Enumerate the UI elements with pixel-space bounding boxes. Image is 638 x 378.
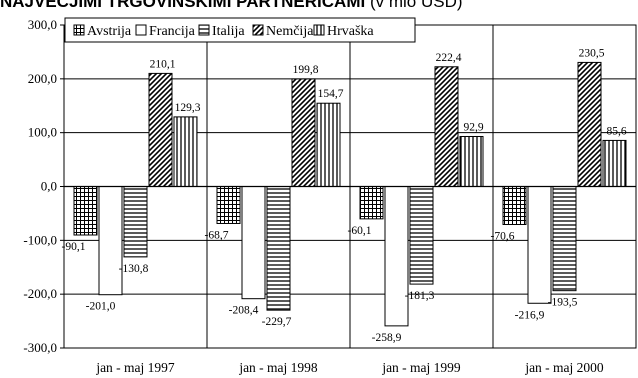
chart-title: NAJVEČJIMI TRGOVINSKIMI PARTNERICAMI (v …	[0, 0, 638, 13]
data-label: 129,3	[175, 102, 201, 114]
bar-francija	[527, 186, 552, 304]
bar-italija	[552, 186, 577, 292]
bar-avstrija	[216, 186, 241, 224]
data-label: 230,5	[579, 47, 605, 59]
data-label: -258,9	[372, 332, 402, 344]
bar-francija	[98, 186, 123, 296]
chart-title-unit: (v mio USD)	[369, 0, 463, 11]
x-tick-label: jan - maj 1998	[238, 360, 318, 375]
data-label: 85,6	[606, 125, 626, 137]
bar-nemčija	[291, 78, 316, 187]
bar-avstrija	[359, 186, 384, 220]
data-label: 199,8	[293, 64, 319, 76]
x-tick-label: jan - maj 1997	[95, 360, 175, 375]
data-label: -201,0	[86, 301, 116, 313]
data-label: -68,7	[205, 229, 229, 241]
bar-hrvaška	[459, 135, 484, 187]
bar-francija	[241, 186, 266, 300]
bar-nemčija	[577, 61, 602, 187]
legend-label: Hrvaška	[327, 24, 374, 39]
x-tick-label: jan - maj 1999	[381, 360, 461, 375]
data-label: -130,8	[119, 263, 149, 275]
chart-title-main: NAJVEČJIMI TRGOVINSKIMI PARTNERICAMI	[0, 0, 366, 11]
bar-italija	[266, 186, 291, 311]
y-tick-label: 100,0	[28, 125, 57, 140]
y-tick-label: 200,0	[28, 71, 57, 86]
data-label: -90,1	[62, 241, 86, 253]
legend-swatch	[135, 24, 147, 36]
legend-swatch	[252, 24, 264, 36]
data-labels: -90,1-201,0-130,8210,1129,3-68,7-208,4-2…	[62, 47, 627, 343]
legend-swatch	[313, 24, 325, 36]
bar-italija	[123, 186, 148, 258]
legend-label: Francija	[149, 24, 196, 39]
bar-nemčija	[434, 66, 459, 187]
bar-avstrija	[73, 186, 98, 236]
legend-label: Nemčija	[266, 24, 314, 39]
data-label: -208,4	[229, 305, 259, 317]
bar-hrvaška	[316, 102, 341, 187]
bar-francija	[384, 186, 409, 327]
y-tick-label: -200,0	[23, 286, 57, 301]
y-tick-label: -100,0	[23, 232, 57, 247]
legend: Avstrija Francija Italija Nemčija Hrvaška	[64, 17, 416, 43]
legend-swatch	[198, 24, 210, 36]
y-tick-label: 0,0	[41, 179, 57, 194]
data-label: -193,5	[548, 297, 578, 309]
data-label: -181,3	[405, 290, 435, 302]
data-label: 92,9	[463, 121, 483, 133]
bar-avstrija	[502, 186, 527, 226]
legend-label: Avstrija	[87, 24, 132, 39]
data-label: 222,4	[436, 52, 462, 64]
axes: 300,0 200,0 100,0 0,0 -100,0 -200,0 -300,0 jan …	[23, 17, 637, 375]
data-label: 210,1	[150, 58, 176, 70]
legend-label: Italija	[212, 24, 245, 39]
data-label: -229,7	[262, 316, 292, 328]
bars	[73, 61, 627, 327]
legend-swatch	[73, 24, 85, 36]
data-label: -70,6	[491, 231, 515, 243]
y-tick-label: -300,0	[23, 340, 57, 355]
data-label: -60,1	[348, 225, 372, 237]
bar-hrvaška	[602, 139, 627, 188]
data-label: 154,7	[318, 88, 344, 100]
y-tick-label: 300,0	[28, 17, 57, 32]
bar-italija	[409, 186, 434, 285]
bar-nemčija	[148, 72, 173, 187]
data-label: -216,9	[515, 309, 545, 321]
bar-hrvaška	[173, 116, 198, 187]
legend-box	[64, 17, 416, 43]
x-tick-label: jan - maj 2000	[524, 360, 604, 375]
